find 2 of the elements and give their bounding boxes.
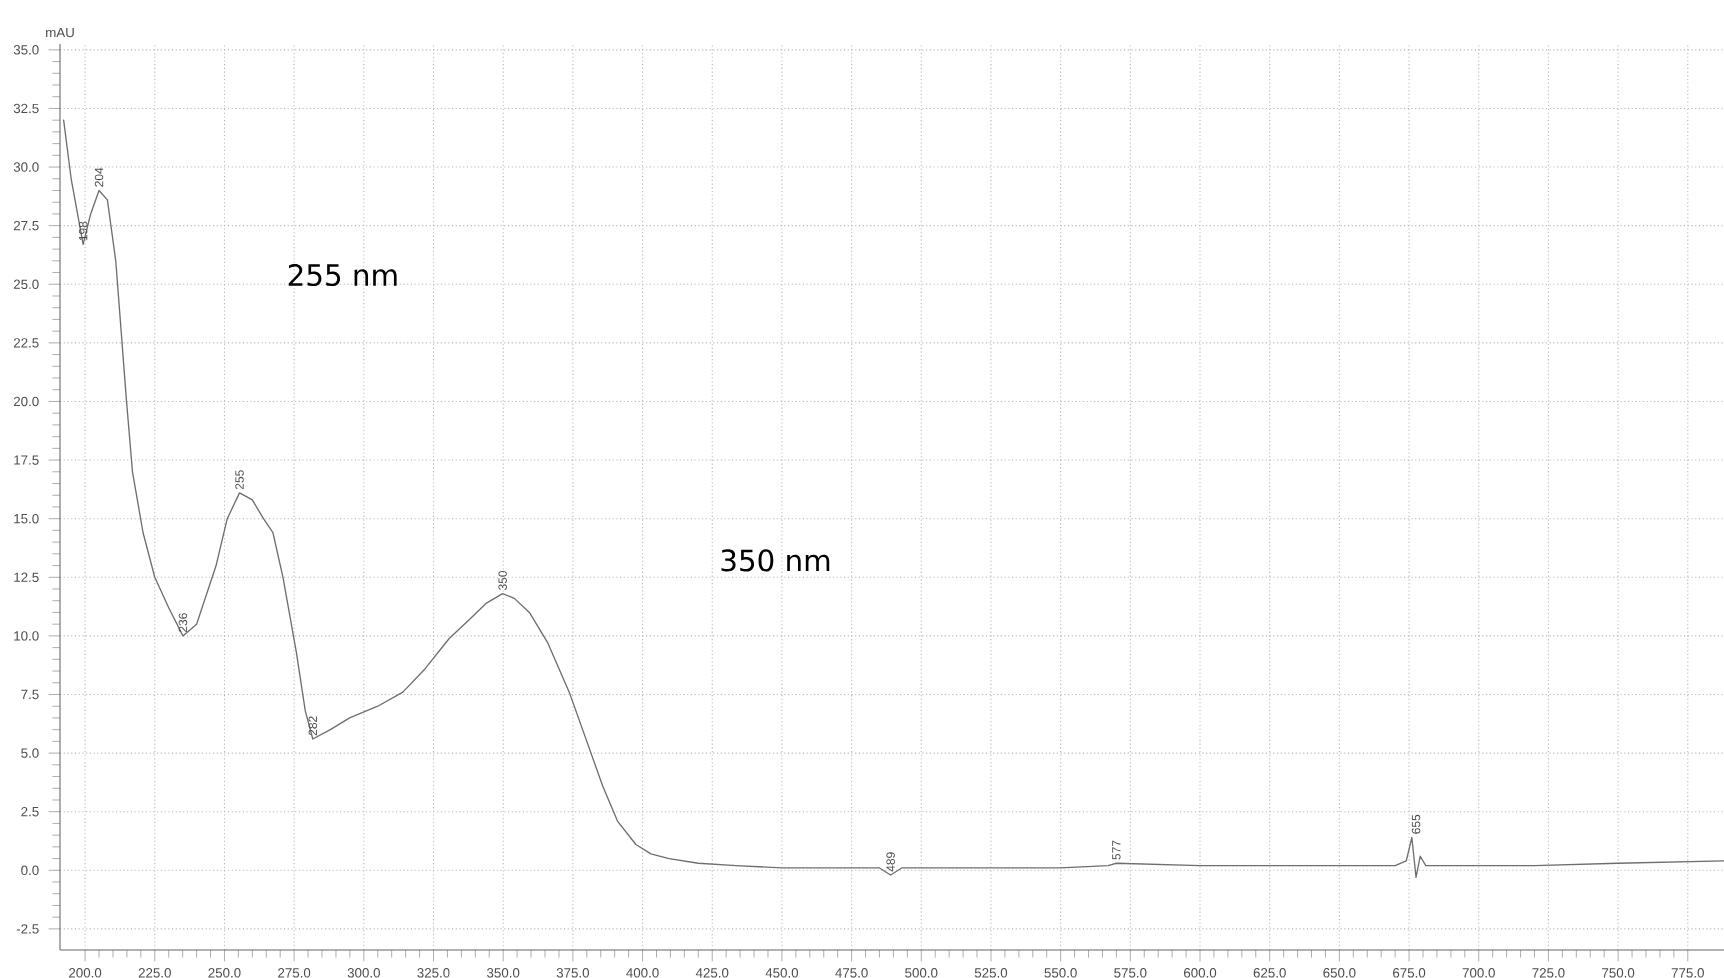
annotation: 255 nm bbox=[288, 263, 397, 287]
annotation: 350 nm bbox=[721, 549, 830, 572]
